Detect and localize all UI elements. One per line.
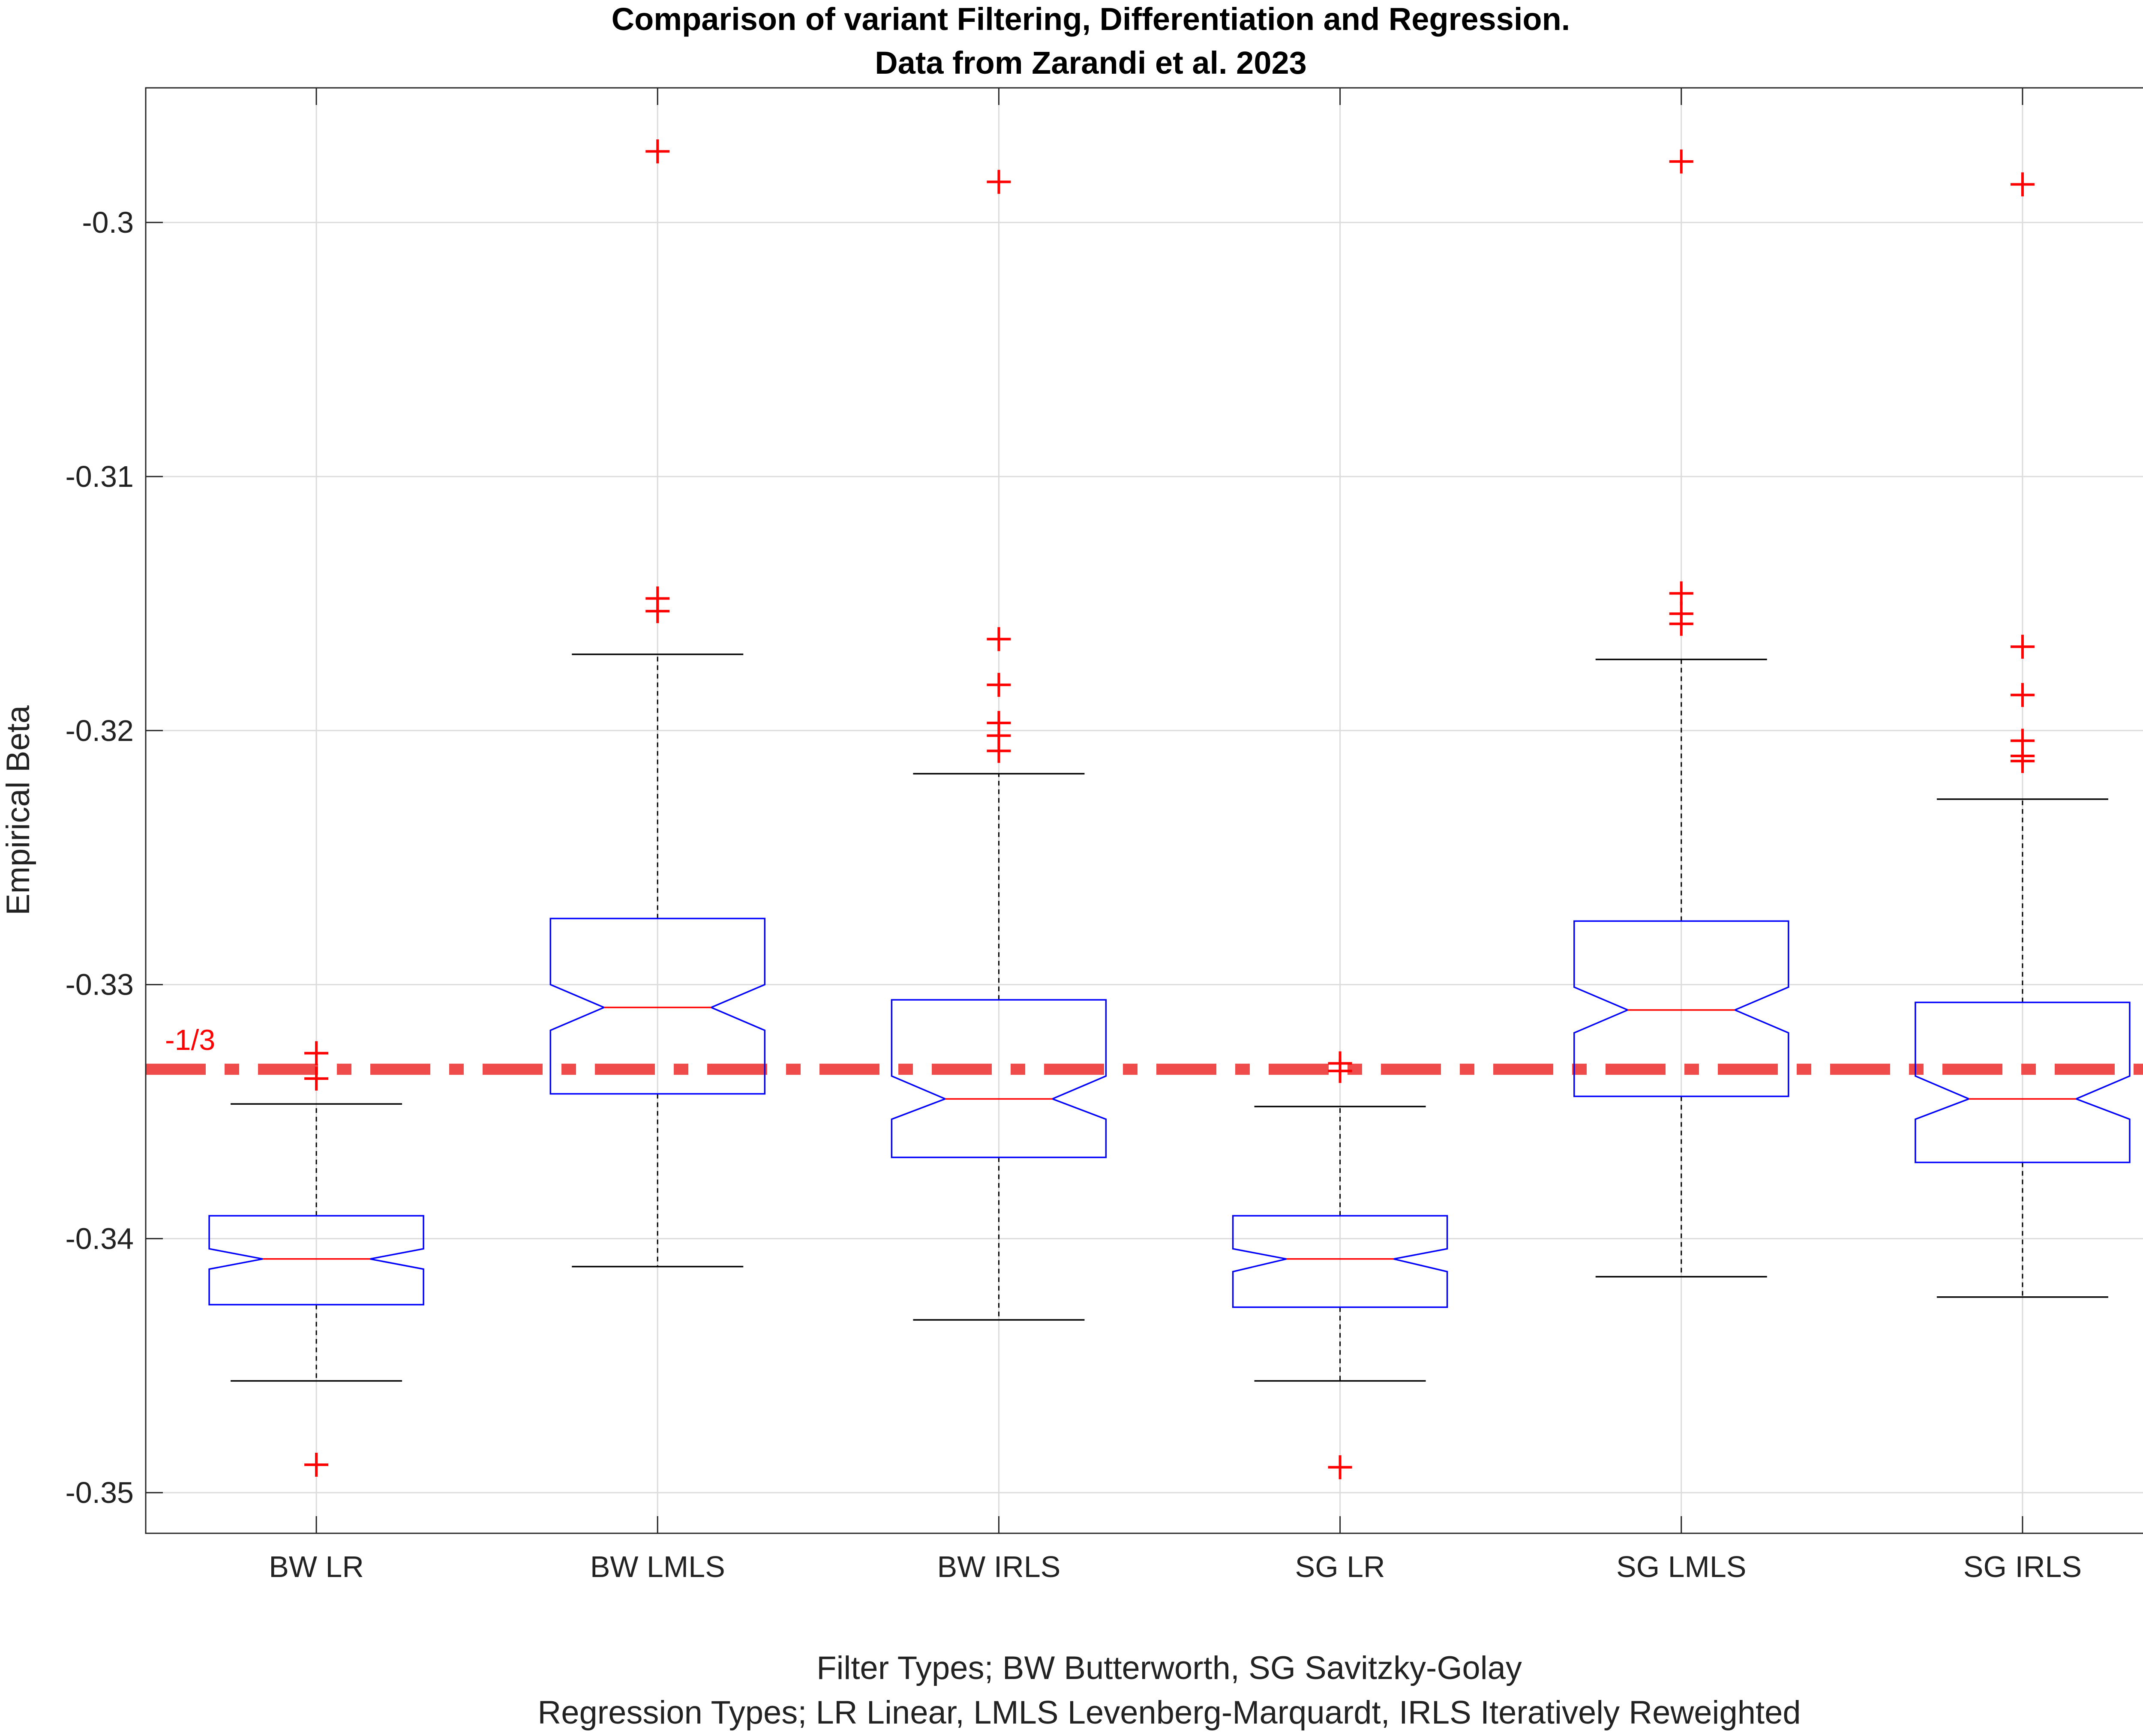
axes-frame xyxy=(145,87,2143,1534)
x-axis-label-line-2: Regression Types; LR Linear, LMLS Levenb… xyxy=(537,1694,1801,1731)
y-tick-label: -0.35 xyxy=(65,1476,134,1509)
reference-line-group: -1/3 xyxy=(146,1024,2143,1075)
outlier-marker xyxy=(987,627,1011,651)
outlier-marker xyxy=(1328,1059,1352,1083)
outlier-marker xyxy=(304,1066,329,1091)
outlier-marker xyxy=(2010,683,2035,707)
y-tick-label: -0.31 xyxy=(65,460,134,493)
y-tick-label: -0.34 xyxy=(65,1222,134,1255)
boxes xyxy=(208,139,2131,1479)
outlier-marker xyxy=(1328,1455,1352,1479)
x-axis-label-line-1: Filter Types; BW Butterworth, SG Savitzk… xyxy=(816,1650,1522,1686)
box-4 xyxy=(1232,1051,1448,1479)
notched-box xyxy=(1915,1001,2131,1163)
notched-box xyxy=(549,917,766,1095)
outlier-marker xyxy=(2010,635,2035,659)
notched-box xyxy=(891,999,1107,1158)
box-2 xyxy=(549,139,766,1268)
outlier-marker xyxy=(2010,749,2035,773)
outlier-marker xyxy=(304,1452,329,1477)
reference-line-label: -1/3 xyxy=(165,1024,215,1056)
outlier-marker xyxy=(2010,172,2035,197)
box-1 xyxy=(208,1041,424,1477)
box-3 xyxy=(891,170,1107,1321)
x-tick-label: BW LR xyxy=(269,1550,364,1583)
x-tick-label: SG LR xyxy=(1295,1550,1385,1583)
y-tick-label: -0.32 xyxy=(65,714,134,747)
x-tick-label: SG LMLS xyxy=(1616,1550,1746,1583)
x-tick-label: BW LMLS xyxy=(590,1550,725,1583)
notched-box xyxy=(208,1215,424,1306)
outlier-marker xyxy=(645,599,670,624)
outlier-marker xyxy=(987,739,1011,763)
outlier-marker xyxy=(987,673,1011,697)
outlier-marker xyxy=(645,139,670,164)
outlier-marker xyxy=(1669,149,1693,174)
y-axis-label: Empirical Beta xyxy=(0,705,36,915)
box-6 xyxy=(1915,172,2131,1298)
y-tick-label: -0.33 xyxy=(65,968,134,1001)
x-tick-label: BW IRLS xyxy=(937,1550,1061,1583)
box-5 xyxy=(1573,149,1789,1278)
outlier-marker xyxy=(987,170,1011,194)
notched-box xyxy=(1232,1215,1448,1308)
chart-title-line-2: Data from Zarandi et al. 2023 xyxy=(875,45,1307,81)
outlier-marker xyxy=(1669,612,1693,636)
chart-title-line-1: Comparison of variant Filtering, Differe… xyxy=(612,1,1570,37)
notched-box xyxy=(1573,920,1789,1097)
axis-ticks: -0.35 -0.34 -0.33 -0.32 -0.31 -0.3 BW LR BW LML… xyxy=(65,88,2082,1583)
y-tick-label: -0.3 xyxy=(82,206,134,239)
outlier-marker xyxy=(304,1041,329,1065)
grid-lines xyxy=(146,88,2143,1533)
outlier-marker xyxy=(1669,581,1693,606)
x-tick-label: SG IRLS xyxy=(1963,1550,2082,1583)
